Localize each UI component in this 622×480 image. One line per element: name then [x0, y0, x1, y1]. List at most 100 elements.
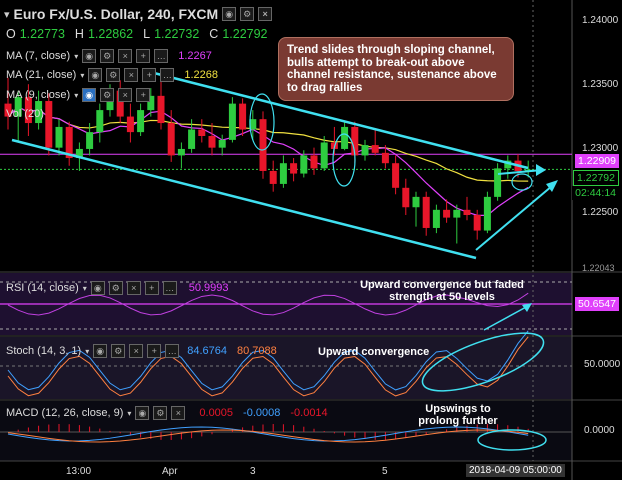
macd-note: Upswings to prolong further: [418, 403, 498, 427]
eye-icon[interactable]: ◉: [88, 68, 103, 82]
countdown-label: 02:44:14: [572, 186, 619, 200]
candle-body: [412, 196, 420, 208]
candle-body: [24, 97, 32, 124]
close-icon[interactable]: ×: [118, 88, 133, 102]
more-icon[interactable]: …: [154, 49, 169, 63]
chevron-down-icon[interactable]: ▾: [4, 8, 10, 21]
candle-body: [483, 196, 491, 231]
plus-icon[interactable]: +: [142, 68, 157, 82]
settings-icon[interactable]: ⚙: [153, 406, 168, 420]
candle-body: [361, 145, 369, 156]
candle-body: [453, 209, 461, 218]
close-icon[interactable]: ×: [124, 68, 139, 82]
candle-body: [86, 132, 94, 149]
stoch-d-line: [7, 336, 529, 397]
close-icon[interactable]: ×: [118, 49, 133, 63]
chevron-down-icon[interactable]: ▾: [127, 408, 132, 418]
more-icon[interactable]: …: [160, 68, 175, 82]
candle-body: [320, 142, 328, 169]
eye-icon[interactable]: ◉: [135, 406, 150, 420]
ma21-label: MA (21, close): [6, 69, 77, 81]
chevron-down-icon[interactable]: ▾: [85, 346, 90, 356]
close-icon[interactable]: ×: [129, 344, 144, 358]
low-label: L: [143, 27, 151, 41]
macd-line: [7, 426, 529, 442]
candle-body: [371, 145, 379, 153]
candle-body: [402, 187, 410, 208]
chevron-down-icon[interactable]: ▾: [80, 70, 85, 80]
plus-icon[interactable]: +: [136, 49, 151, 63]
candle-body: [4, 103, 12, 117]
plus-icon[interactable]: +: [147, 344, 162, 358]
settings-icon[interactable]: ⚙: [100, 49, 115, 63]
rsi-arrow: [483, 305, 529, 331]
rsi-legend[interactable]: RSI (14, close) ▾ ◉ ⚙ × +… 50.9993: [6, 281, 229, 295]
candle-body: [473, 215, 481, 231]
close-icon[interactable]: ×: [258, 7, 273, 21]
candle-body: [494, 168, 502, 197]
current-price-label: 1.22792: [573, 170, 619, 186]
stoch-label: Stoch (14, 3, 1): [6, 345, 82, 357]
macd-legend[interactable]: MACD (12, 26, close, 9) ▾ ◉ ⚙ × 0.0005 -0.0…: [6, 406, 328, 420]
macd-panel-bg: [0, 401, 572, 461]
candle-body: [351, 126, 359, 156]
close-icon[interactable]: ×: [171, 406, 186, 420]
highlight-ellipse: [249, 93, 275, 151]
candle-body: [55, 126, 63, 148]
chevron-down-icon[interactable]: ▾: [82, 283, 87, 293]
settings-icon[interactable]: ⚙: [100, 88, 115, 102]
candle-body: [310, 155, 318, 169]
eye-icon[interactable]: ◉: [222, 7, 237, 21]
candle-body: [116, 90, 124, 117]
candle-body: [422, 196, 430, 228]
plus-icon[interactable]: +: [136, 88, 151, 102]
eye-icon[interactable]: ◉: [93, 344, 108, 358]
settings-icon[interactable]: ⚙: [108, 281, 123, 295]
channel-support-line: [11, 138, 477, 260]
vol-legend[interactable]: Vol (20): [6, 108, 44, 120]
rsi-label: RSI (14, close): [6, 282, 79, 294]
candle-body: [504, 160, 512, 169]
ma21-value: 1.2268: [184, 69, 218, 81]
plus-icon[interactable]: +: [144, 281, 159, 295]
candle-body: [137, 110, 145, 133]
settings-icon[interactable]: ⚙: [240, 7, 255, 21]
more-icon[interactable]: …: [165, 344, 180, 358]
macd-highlight-ellipse: [477, 429, 547, 451]
analysis-callout: Trend slides through sloping channel, bu…: [278, 37, 514, 101]
ma21-legend[interactable]: MA (21, close) ▾ ◉ ⚙ × +… 1.2268: [6, 68, 218, 82]
candle-body: [218, 139, 226, 148]
settings-icon[interactable]: ⚙: [111, 344, 126, 358]
chevron-down-icon[interactable]: ▾: [74, 90, 79, 100]
chevron-down-icon[interactable]: ▾: [74, 51, 79, 61]
open-label: O: [6, 27, 16, 41]
channel-resistance-line: [149, 70, 529, 170]
candle-body: [290, 163, 298, 174]
ma7-legend[interactable]: MA (7, close) ▾ ◉ ⚙ × +… 1.2267: [6, 49, 212, 63]
candle-body: [432, 209, 440, 228]
breakout-arrow: [475, 185, 553, 251]
stoch-note: Upward convergence: [318, 346, 430, 358]
close-icon[interactable]: ×: [126, 281, 141, 295]
candle-body: [228, 103, 236, 140]
more-icon[interactable]: …: [162, 281, 177, 295]
candle-body: [198, 129, 206, 136]
ma9-legend[interactable]: MA (9, close) ▾ ◉ ⚙ × +: [6, 88, 151, 102]
candle-body: [249, 119, 257, 130]
ma7-line: [7, 106, 529, 216]
macd-hist-value: 0.0005: [199, 407, 234, 419]
eye-icon[interactable]: ◉: [82, 88, 97, 102]
price-tick: 1.24000: [582, 15, 619, 26]
candle-body: [341, 126, 349, 149]
stoch-legend[interactable]: Stoch (14, 3, 1) ▾ ◉ ⚙ × +… 84.6764 80.7088: [6, 344, 277, 358]
eye-icon[interactable]: ◉: [90, 281, 105, 295]
candle-body: [443, 209, 451, 218]
eye-icon[interactable]: ◉: [82, 49, 97, 63]
settings-icon[interactable]: ⚙: [106, 68, 121, 82]
candle-body: [259, 119, 267, 171]
high-value: 1.22862: [87, 27, 134, 41]
low-price-label: 1.22043: [582, 263, 615, 273]
price-tick: 1.23500: [582, 79, 619, 90]
candle-body: [381, 152, 389, 164]
